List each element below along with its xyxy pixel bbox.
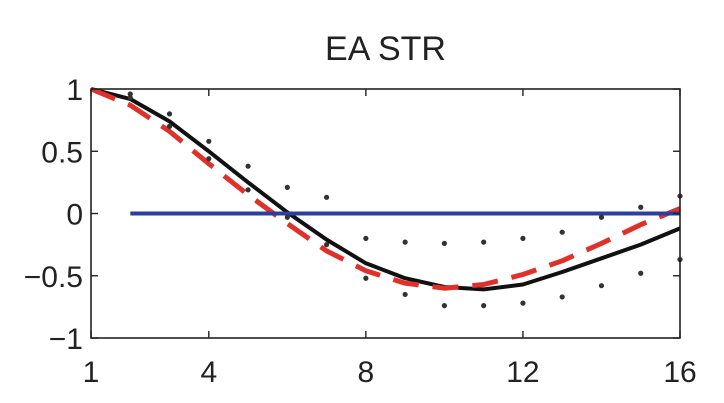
series-lower-band-point bbox=[520, 300, 526, 306]
series-lower-band-point bbox=[481, 303, 487, 309]
series-lower-band-point bbox=[559, 294, 565, 300]
series-black-solid-line bbox=[90, 87, 681, 292]
x-tick-label: 12 bbox=[506, 356, 539, 389]
plot-area bbox=[90, 86, 683, 309]
series-lower-band-point bbox=[638, 270, 644, 276]
x-tick-label: 1 bbox=[83, 356, 100, 389]
series-upper-band-point bbox=[363, 235, 369, 241]
series-black-solid bbox=[90, 87, 681, 292]
series-red-dashed-line bbox=[90, 86, 681, 291]
series-red-dashed bbox=[90, 86, 681, 291]
series-upper-band-point bbox=[402, 239, 408, 245]
series-lower-band-point bbox=[324, 242, 330, 248]
series-upper-band bbox=[127, 91, 683, 246]
series-upper-band-point bbox=[598, 214, 605, 220]
series-lower-band-point bbox=[402, 291, 408, 298]
series-lower-band-point bbox=[598, 283, 605, 289]
series-upper-band-point bbox=[284, 184, 290, 190]
series-lower-band-point bbox=[166, 123, 173, 129]
series-lower-band bbox=[127, 95, 683, 309]
series-upper-band-point bbox=[441, 240, 447, 246]
x-tick-label: 16 bbox=[663, 356, 696, 389]
series-lower-band-point bbox=[284, 214, 290, 220]
series-upper-band-point bbox=[559, 229, 565, 235]
x-tick-label: 4 bbox=[200, 356, 217, 389]
y-tick-label: 1 bbox=[66, 74, 83, 107]
series-upper-band-point bbox=[324, 194, 330, 200]
chart-title: EA STR bbox=[325, 30, 446, 68]
series-upper-band-point bbox=[481, 239, 487, 245]
series-lower-band-point bbox=[441, 303, 447, 309]
y-tick-label: 0.5 bbox=[41, 136, 83, 169]
series-upper-band-point bbox=[520, 235, 526, 241]
x-tick-label: 8 bbox=[358, 356, 375, 389]
series-lower-band-point bbox=[245, 187, 251, 193]
series-upper-band-point bbox=[245, 163, 251, 169]
series-upper-band-point bbox=[127, 91, 133, 97]
series-upper-band-point bbox=[166, 111, 173, 117]
series-lower-band-point bbox=[127, 95, 133, 101]
y-tick-label: −1 bbox=[49, 323, 83, 356]
series-lower-band-point bbox=[363, 275, 369, 281]
series-lower-band-point bbox=[206, 156, 212, 162]
series-upper-band-point bbox=[206, 138, 212, 144]
axes: 1 4 8 12 16 1 0.5 0 −0.5 −1 bbox=[24, 74, 697, 389]
y-tick-label: −0.5 bbox=[24, 261, 83, 294]
series-upper-band-point bbox=[638, 204, 644, 210]
y-tick-label: 0 bbox=[66, 199, 83, 232]
